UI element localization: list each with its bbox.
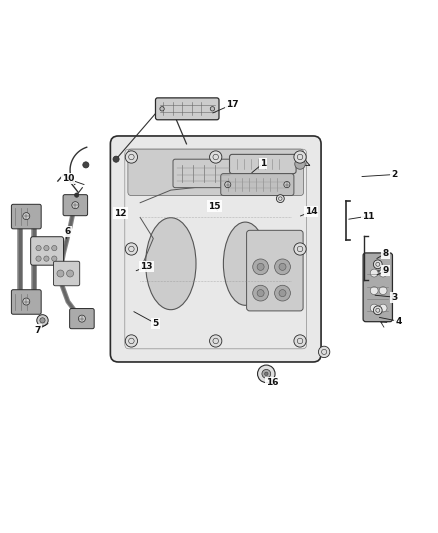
Circle shape bbox=[294, 151, 306, 163]
Circle shape bbox=[276, 195, 284, 203]
Text: 14: 14 bbox=[305, 207, 317, 216]
Text: 9: 9 bbox=[382, 266, 389, 276]
Circle shape bbox=[36, 256, 41, 261]
Text: 2: 2 bbox=[391, 170, 397, 179]
Circle shape bbox=[373, 260, 382, 269]
Circle shape bbox=[370, 304, 378, 312]
Circle shape bbox=[210, 107, 215, 111]
Text: 7: 7 bbox=[34, 326, 40, 335]
Text: 4: 4 bbox=[396, 317, 402, 326]
Text: 3: 3 bbox=[391, 293, 397, 302]
Circle shape bbox=[57, 270, 64, 277]
Circle shape bbox=[125, 151, 138, 163]
Circle shape bbox=[275, 259, 290, 274]
FancyBboxPatch shape bbox=[70, 309, 94, 329]
FancyBboxPatch shape bbox=[11, 290, 41, 314]
FancyBboxPatch shape bbox=[155, 98, 219, 120]
Circle shape bbox=[37, 314, 48, 326]
Text: 10: 10 bbox=[62, 174, 74, 183]
Circle shape bbox=[382, 269, 387, 273]
Text: 11: 11 bbox=[362, 212, 374, 221]
Circle shape bbox=[52, 246, 57, 251]
Circle shape bbox=[52, 256, 57, 261]
Circle shape bbox=[265, 372, 268, 376]
Circle shape bbox=[210, 335, 222, 347]
Circle shape bbox=[113, 156, 119, 162]
Circle shape bbox=[23, 213, 30, 220]
Circle shape bbox=[44, 256, 49, 261]
FancyBboxPatch shape bbox=[363, 253, 392, 322]
Circle shape bbox=[379, 269, 387, 277]
FancyBboxPatch shape bbox=[63, 195, 88, 216]
Text: 6: 6 bbox=[65, 227, 71, 236]
FancyBboxPatch shape bbox=[110, 136, 321, 362]
Circle shape bbox=[67, 270, 74, 277]
Circle shape bbox=[295, 159, 305, 169]
Circle shape bbox=[74, 193, 79, 197]
Circle shape bbox=[284, 182, 290, 188]
Circle shape bbox=[125, 335, 138, 347]
Circle shape bbox=[72, 201, 79, 209]
Circle shape bbox=[257, 289, 264, 297]
Circle shape bbox=[379, 287, 387, 295]
Circle shape bbox=[275, 285, 290, 301]
Circle shape bbox=[370, 269, 378, 277]
Text: 12: 12 bbox=[114, 208, 127, 217]
FancyBboxPatch shape bbox=[221, 174, 294, 196]
Circle shape bbox=[318, 346, 330, 358]
Circle shape bbox=[370, 287, 378, 295]
Circle shape bbox=[258, 365, 275, 383]
FancyBboxPatch shape bbox=[173, 159, 234, 188]
Circle shape bbox=[257, 263, 264, 270]
Circle shape bbox=[373, 306, 382, 314]
Circle shape bbox=[210, 151, 222, 163]
FancyBboxPatch shape bbox=[247, 230, 303, 311]
FancyBboxPatch shape bbox=[53, 261, 80, 286]
Text: 17: 17 bbox=[226, 100, 238, 109]
Circle shape bbox=[294, 243, 306, 255]
Circle shape bbox=[379, 304, 387, 312]
Circle shape bbox=[262, 369, 271, 378]
FancyBboxPatch shape bbox=[31, 237, 64, 265]
FancyBboxPatch shape bbox=[128, 149, 304, 196]
Text: 1: 1 bbox=[260, 159, 266, 168]
Text: 5: 5 bbox=[152, 319, 159, 328]
Circle shape bbox=[253, 285, 268, 301]
Ellipse shape bbox=[145, 217, 196, 310]
Circle shape bbox=[279, 263, 286, 270]
Text: 8: 8 bbox=[382, 249, 389, 258]
Ellipse shape bbox=[223, 222, 267, 305]
FancyBboxPatch shape bbox=[11, 204, 41, 229]
Circle shape bbox=[160, 107, 164, 111]
Circle shape bbox=[125, 243, 138, 255]
Circle shape bbox=[279, 289, 286, 297]
Circle shape bbox=[225, 182, 231, 188]
Circle shape bbox=[78, 315, 85, 322]
Text: 15: 15 bbox=[208, 201, 221, 211]
Text: 16: 16 bbox=[266, 378, 279, 387]
Circle shape bbox=[253, 259, 268, 274]
Circle shape bbox=[40, 318, 45, 323]
Circle shape bbox=[23, 298, 30, 305]
Circle shape bbox=[36, 246, 41, 251]
Text: 13: 13 bbox=[141, 262, 153, 271]
Circle shape bbox=[294, 335, 306, 347]
Circle shape bbox=[44, 246, 49, 251]
Circle shape bbox=[83, 162, 89, 168]
FancyBboxPatch shape bbox=[230, 155, 296, 174]
